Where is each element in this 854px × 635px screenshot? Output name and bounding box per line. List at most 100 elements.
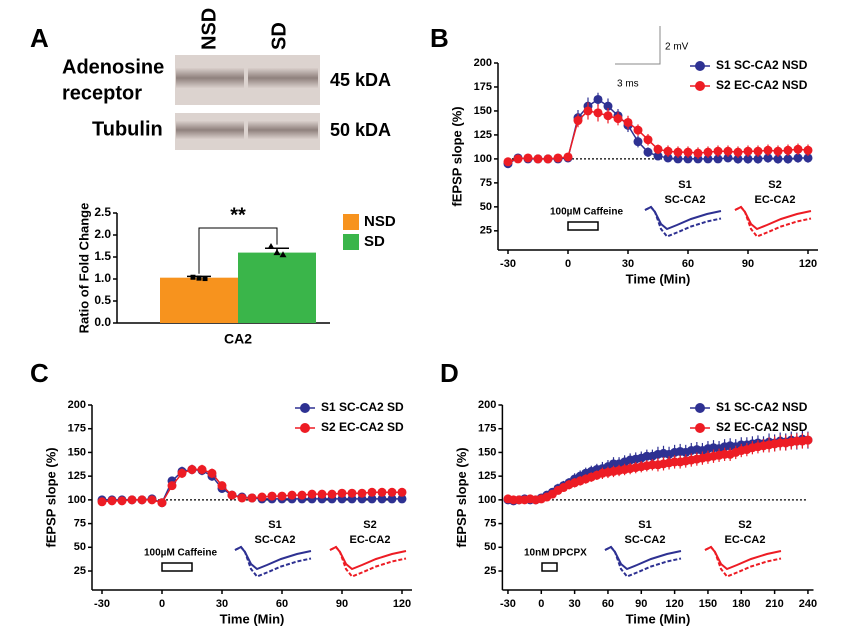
x-axis-label: Time (Min) <box>220 611 285 626</box>
y-tick-label: 125 <box>68 470 86 482</box>
row-label: receptor <box>62 82 142 104</box>
data-point <box>803 435 813 445</box>
data-point <box>563 152 573 162</box>
x-tick-label: -30 <box>94 598 110 610</box>
y-tick-label: 100 <box>478 494 496 506</box>
x-tick-label: 0 <box>159 598 165 610</box>
data-point <box>543 154 553 164</box>
data-point <box>307 489 317 499</box>
legend-label: SD <box>364 233 385 250</box>
size-label: 50 kDA <box>330 120 391 140</box>
bar <box>160 277 238 323</box>
drug-label: 100µM Caffeine <box>144 548 217 559</box>
data-point <box>713 154 723 164</box>
data-point <box>663 146 673 156</box>
data-point <box>703 154 713 164</box>
trace-label: EC-CA2 <box>350 534 391 546</box>
legend-label: S2 EC-CA2 NSD <box>716 78 808 92</box>
data-point <box>207 468 217 478</box>
point <box>196 275 202 281</box>
drug-bar <box>541 562 558 572</box>
trace-label: EC-CA2 <box>755 194 796 206</box>
data-point <box>583 106 593 116</box>
blot-band <box>248 121 318 139</box>
trace <box>644 205 722 238</box>
legend-swatch <box>343 234 359 250</box>
x-tick-label: 30 <box>216 598 228 610</box>
y-tick-label: 100 <box>68 494 86 506</box>
y-tick-label: 200 <box>478 399 496 411</box>
legend-marker <box>695 61 705 71</box>
drug-label: 10nM DPCPX <box>524 548 587 559</box>
data-point <box>357 488 367 498</box>
legend-marker <box>695 403 705 413</box>
y-tick-label: 75 <box>484 517 496 529</box>
bar <box>238 252 316 323</box>
legend-label: S2 EC-CA2 NSD <box>716 420 808 434</box>
data-point <box>177 468 187 478</box>
legend-marker <box>695 423 705 433</box>
data-point <box>97 497 107 507</box>
data-point <box>387 494 397 504</box>
y-tick-label: 1.0 <box>94 271 111 285</box>
trace-label: S1 <box>678 179 691 191</box>
x-axis-label: Time (Min) <box>626 611 691 626</box>
point <box>202 276 208 282</box>
data-point <box>327 489 337 499</box>
data-point <box>653 144 663 154</box>
trace-label: S1 <box>638 519 651 531</box>
x-tick-label: 60 <box>682 258 694 270</box>
drug-bar <box>567 221 599 231</box>
data-point <box>723 146 733 156</box>
y-tick-label: 50 <box>74 541 86 553</box>
y-tick-label: 150 <box>68 446 86 458</box>
y-axis-label: Ratio of Fold Change <box>76 203 91 334</box>
x-tick-label: 240 <box>799 598 817 610</box>
row-label: Adenosine <box>62 56 164 78</box>
y-tick-label: 25 <box>484 565 496 577</box>
x-tick-label: 0 <box>538 598 544 610</box>
trace-label: EC-CA2 <box>725 534 766 546</box>
trace-label: SC-CA2 <box>665 194 706 206</box>
data-point <box>613 114 623 124</box>
data-point <box>703 147 713 157</box>
y-tick-label: 25 <box>480 225 492 237</box>
lane-label: NSD <box>198 8 220 50</box>
y-tick-label: 75 <box>480 177 492 189</box>
data-point <box>167 481 177 491</box>
data-point <box>317 489 327 499</box>
x-axis-label: Time (Min) <box>626 271 691 286</box>
data-point <box>107 496 117 506</box>
data-point <box>683 147 693 157</box>
panel-letter: D <box>440 358 459 388</box>
data-point <box>803 153 813 163</box>
y-tick-label: 75 <box>74 517 86 529</box>
data-point <box>603 111 613 121</box>
data-point <box>117 496 127 506</box>
data-point <box>157 498 167 508</box>
y-tick-label: 150 <box>478 446 496 458</box>
data-point <box>603 101 613 111</box>
data-point <box>783 154 793 164</box>
significance-bracket <box>198 227 278 274</box>
y-tick-label: 175 <box>474 81 492 93</box>
legend-label: NSD <box>364 213 396 230</box>
trace-label: SC-CA2 <box>255 534 296 546</box>
y-tick-label: 1.5 <box>94 249 111 263</box>
data-point <box>397 487 407 497</box>
x-tick-label: 0 <box>565 258 571 270</box>
trace-label: S2 <box>363 519 376 531</box>
x-tick-label: 30 <box>622 258 634 270</box>
legend-swatch <box>343 214 359 230</box>
data-point <box>733 154 743 164</box>
y-tick-label: 125 <box>474 129 492 141</box>
data-point <box>197 465 207 475</box>
data-point <box>137 495 147 505</box>
data-point <box>287 490 297 500</box>
data-point <box>663 153 673 163</box>
data-point <box>683 154 693 164</box>
y-tick-label: 100 <box>474 153 492 165</box>
trace <box>734 205 812 238</box>
y-tick-label: 175 <box>68 423 86 435</box>
